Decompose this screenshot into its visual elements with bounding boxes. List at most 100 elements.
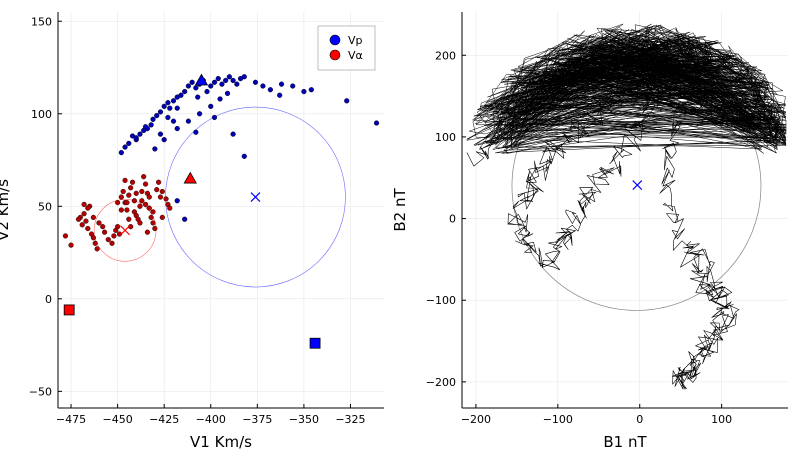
data-point: [139, 188, 145, 195]
data-point: [193, 129, 199, 135]
data-point: [62, 233, 69, 239]
data-point: [165, 100, 171, 106]
data-point: [146, 194, 152, 200]
data-point: [144, 229, 151, 235]
x-axis-title: B1 nT: [603, 433, 647, 450]
data-point: [217, 96, 223, 102]
square-marker: [309, 337, 321, 349]
data-point: [165, 114, 171, 121]
data-point: [193, 85, 199, 91]
data-point: [118, 207, 124, 213]
data-point: [163, 196, 169, 202]
left-plot-panel: −475 −450 −425 −400 −375 −350 −325 −50 0 50 100 150…: [0, 12, 384, 450]
legend-marker: [329, 34, 341, 46]
data-point: [185, 83, 192, 89]
data-point: [219, 81, 225, 87]
data-point: [150, 116, 156, 122]
x-tick-label: −100: [543, 413, 573, 426]
data-point: [124, 199, 130, 206]
data-point: [90, 214, 96, 221]
data-point: [174, 198, 180, 204]
data-point: [241, 74, 247, 80]
data-point: [141, 174, 147, 180]
x-tick-label: −475: [56, 413, 86, 426]
data-point: [92, 240, 98, 246]
data-point: [170, 118, 177, 124]
data-point: [133, 190, 139, 196]
data-point: [208, 103, 214, 109]
data-point: [83, 218, 89, 224]
center-cross-marker: [250, 192, 261, 202]
data-point: [290, 83, 296, 89]
data-point: [230, 77, 236, 84]
data-point: [208, 83, 214, 89]
data-point: [120, 188, 126, 195]
data-point: [260, 83, 266, 89]
y-tick-label: 200: [435, 49, 456, 62]
data-point: [118, 150, 124, 156]
data-point: [157, 194, 164, 200]
data-point: [161, 103, 167, 109]
data-point: [81, 201, 87, 208]
data-point: [204, 88, 210, 95]
data-point: [344, 98, 350, 104]
center-cross-marker: [632, 180, 643, 191]
data-point: [150, 209, 156, 215]
data-point: [252, 79, 259, 85]
center-cross-marker-stroke-b: [120, 225, 130, 236]
triangle-marker: [183, 171, 197, 184]
data-point: [96, 220, 102, 226]
x-tick-label: −375: [242, 413, 272, 426]
data-point: [137, 131, 143, 137]
data-point: [234, 81, 240, 87]
data-point: [196, 111, 203, 117]
data-point: [131, 198, 137, 204]
data-point: [148, 122, 154, 128]
x-tick-label: −200: [461, 413, 491, 426]
data-point: [159, 188, 165, 195]
data-point: [223, 77, 229, 84]
legend: Vp Vα: [317, 25, 376, 71]
data-point: [81, 211, 87, 217]
series-valpha: [62, 171, 197, 316]
data-point: [101, 229, 108, 235]
data-point: [174, 125, 180, 132]
data-point: [79, 222, 85, 228]
data-point: [126, 192, 132, 198]
data-point: [142, 124, 149, 130]
data-point: [157, 131, 164, 137]
y-axis-title: V2 Km/s: [0, 179, 12, 241]
data-point: [174, 105, 180, 111]
data-point: [94, 246, 100, 252]
data-point: [170, 98, 177, 104]
data-point: [128, 185, 134, 191]
data-point: [277, 92, 283, 98]
y-tick-label: −50: [29, 385, 52, 398]
data-point: [161, 137, 167, 143]
data-point: [137, 203, 143, 209]
center-cross-marker-stroke-b: [632, 180, 643, 191]
data-point: [105, 237, 111, 243]
x-tick-label: −400: [196, 413, 226, 426]
b-field-trajectory-dense: [466, 23, 787, 155]
data-point: [152, 225, 158, 232]
data-point: [150, 220, 156, 226]
data-point: [118, 194, 124, 200]
data-point: [139, 198, 145, 204]
data-point: [129, 179, 136, 185]
data-point: [215, 76, 221, 82]
data-point: [152, 146, 158, 152]
y-tick-label: 150: [31, 15, 52, 28]
y-tick-label: 100: [435, 131, 456, 144]
data-point: [185, 118, 192, 124]
data-point: [109, 240, 115, 246]
data-point: [373, 120, 380, 126]
data-point: [126, 140, 132, 146]
data-point: [115, 199, 121, 206]
legend-box: [317, 25, 376, 71]
data-point: [195, 94, 201, 100]
right-plot-panel: −200 −100 0 100 −200 −100 0 100 200 B1 nT B2 nT: [391, 12, 788, 450]
data-point: [211, 114, 218, 121]
data-point: [230, 131, 236, 137]
